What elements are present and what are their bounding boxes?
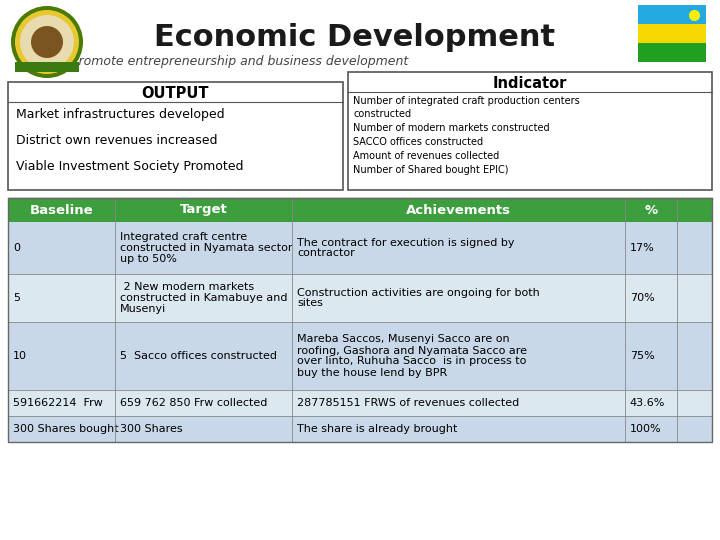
Text: Promote entrepreneurship and business development: Promote entrepreneurship and business de… (71, 56, 409, 69)
Bar (8, 198, 712, 222)
Text: contractor: contractor (297, 248, 355, 259)
Text: Integrated craft centre: Integrated craft centre (120, 232, 247, 242)
Text: Mareba Saccos, Musenyi Sacco are on: Mareba Saccos, Musenyi Sacco are on (297, 334, 510, 345)
Text: 75%: 75% (630, 351, 654, 361)
Text: 43.6%: 43.6% (630, 398, 665, 408)
Text: Target: Target (180, 204, 228, 217)
Bar (8, 416, 712, 442)
Text: Market infrastructures developed: Market infrastructures developed (16, 108, 225, 121)
Text: 5: 5 (13, 293, 20, 303)
Text: OUTPUT: OUTPUT (142, 86, 210, 102)
Text: sites: sites (297, 299, 323, 308)
Text: 5  Sacco offices constructed: 5 Sacco offices constructed (120, 351, 277, 361)
Text: over linto, Ruhuha Sacco  is in process to: over linto, Ruhuha Sacco is in process t… (297, 356, 527, 367)
Bar (8, 82, 343, 190)
Bar (638, 43, 706, 62)
Text: 70%: 70% (630, 293, 654, 303)
Text: SACCO offices constructed: SACCO offices constructed (353, 137, 483, 147)
Text: constructed: constructed (353, 109, 411, 119)
Text: Amount of revenues collected: Amount of revenues collected (353, 151, 499, 161)
Bar (8, 222, 712, 274)
Bar (638, 24, 706, 43)
Text: Number of integrated craft production centers: Number of integrated craft production ce… (353, 96, 580, 106)
Text: District own revenues increased: District own revenues increased (16, 134, 217, 147)
Text: %: % (644, 204, 657, 217)
Text: Baseline: Baseline (30, 204, 94, 217)
Text: Achievements: Achievements (406, 204, 511, 217)
Text: 591662214  Frw: 591662214 Frw (13, 398, 103, 408)
Text: buy the house lend by BPR: buy the house lend by BPR (297, 368, 448, 377)
Text: Number of modern markets constructed: Number of modern markets constructed (353, 123, 549, 133)
Text: 2 New modern markets: 2 New modern markets (120, 282, 254, 292)
Text: roofing, Gashora and Nyamata Sacco are: roofing, Gashora and Nyamata Sacco are (297, 346, 528, 355)
Text: Number of Shared bought EPIC): Number of Shared bought EPIC) (353, 165, 508, 175)
Text: 10: 10 (13, 351, 27, 361)
Bar (8, 322, 712, 390)
Text: 287785151 FRWS of revenues collected: 287785151 FRWS of revenues collected (297, 398, 520, 408)
Text: Indicator: Indicator (492, 77, 567, 91)
Text: The share is already brought: The share is already brought (297, 424, 458, 434)
Text: 300 Shares: 300 Shares (120, 424, 183, 434)
Circle shape (31, 26, 63, 58)
Text: Musenyi: Musenyi (120, 304, 166, 314)
Bar (638, 5, 706, 24)
Bar (8, 198, 712, 442)
Text: 100%: 100% (630, 424, 662, 434)
Text: 300 Shares bought: 300 Shares bought (13, 424, 119, 434)
Text: 17%: 17% (630, 243, 654, 253)
Text: The contract for execution is signed by: The contract for execution is signed by (297, 238, 515, 247)
Text: constructed in Nyamata sector: constructed in Nyamata sector (120, 243, 292, 253)
Text: up to 50%: up to 50% (120, 254, 177, 264)
Circle shape (11, 6, 83, 78)
Text: 659 762 850 Frw collected: 659 762 850 Frw collected (120, 398, 267, 408)
Bar (8, 390, 712, 416)
Circle shape (15, 10, 79, 74)
Text: 0: 0 (13, 243, 20, 253)
Text: constructed in Kamabuye and: constructed in Kamabuye and (120, 293, 287, 303)
Text: Construction activities are ongoing for both: Construction activities are ongoing for … (297, 287, 540, 298)
Bar (15, 62, 79, 72)
Text: Viable Investment Society Promoted: Viable Investment Society Promoted (16, 160, 243, 173)
Circle shape (20, 15, 74, 69)
Bar (8, 274, 712, 322)
Text: Economic Development: Economic Development (154, 24, 556, 52)
Bar (348, 72, 712, 190)
